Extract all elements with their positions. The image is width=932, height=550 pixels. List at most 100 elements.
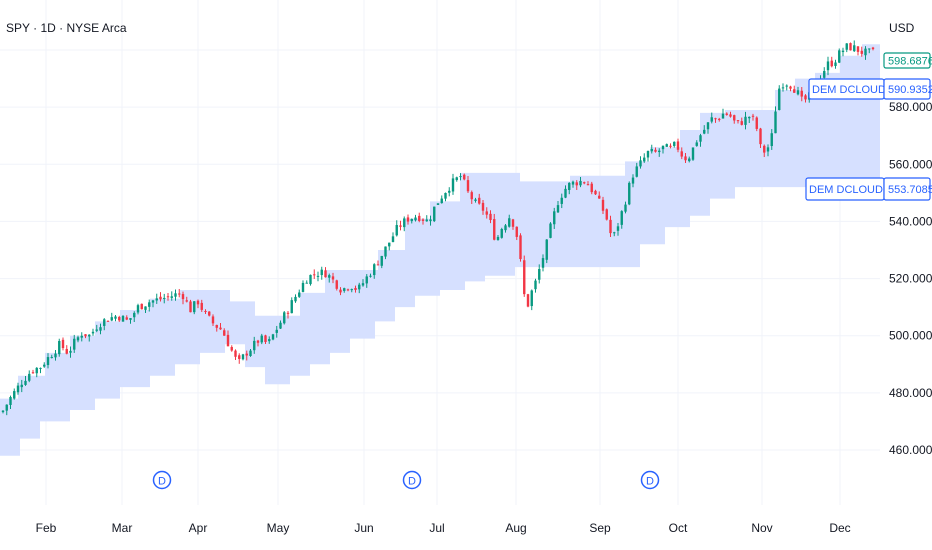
candle-body	[560, 197, 563, 204]
candle-body	[466, 180, 470, 192]
x-tick-label: Apr	[189, 521, 208, 535]
candle-body	[440, 198, 443, 204]
candle-body	[373, 264, 376, 276]
candle-body	[20, 384, 23, 388]
candle-body	[388, 242, 391, 247]
candle-body	[856, 46, 860, 52]
candle-body	[294, 296, 297, 302]
candle-body	[249, 350, 252, 356]
candle-body	[436, 203, 440, 205]
candle-body	[73, 338, 76, 350]
candle-body	[136, 305, 140, 313]
candle-body	[148, 302, 151, 307]
candle-body	[504, 225, 507, 231]
candle-body	[470, 192, 473, 200]
candle-body	[35, 367, 38, 374]
candle-body	[245, 353, 248, 356]
candle-body	[384, 246, 387, 257]
candle-body	[110, 317, 113, 321]
candle-body	[5, 404, 8, 411]
candle-body	[523, 260, 526, 295]
candle-body	[748, 116, 751, 119]
candle-body	[766, 147, 770, 152]
candle-body	[684, 156, 687, 161]
candle-body	[688, 158, 691, 162]
candle-body	[238, 355, 241, 359]
candle-body	[200, 302, 203, 310]
candle-body	[575, 182, 578, 186]
candle-body	[46, 357, 50, 366]
candle-body	[571, 181, 575, 185]
candle-body	[118, 316, 121, 321]
candle-body	[624, 204, 627, 212]
candle-body	[399, 225, 402, 227]
time-axis[interactable]: Feb Mar Apr May Jun Jul Aug Sep Oct Nov Dec	[36, 521, 851, 535]
candle-body	[129, 318, 132, 320]
candle-body	[290, 300, 293, 314]
candle-body	[740, 121, 743, 125]
candle-body	[260, 335, 263, 343]
candle-body	[268, 339, 271, 342]
candle-body	[95, 329, 98, 331]
dividend-marker[interactable]: D	[640, 470, 660, 490]
candle-body	[541, 258, 545, 268]
candle-body	[511, 219, 515, 227]
candle-body	[43, 364, 46, 367]
candle-body	[519, 235, 522, 260]
candle-body	[826, 61, 830, 71]
candle-body	[841, 50, 845, 53]
candle-body	[680, 151, 683, 157]
y-tick-label: 560.00000	[889, 157, 932, 171]
dividend-icon	[152, 470, 172, 490]
series-value-labels: 598.68765 DEM DCLOUD:Upper 590.93520 DEM…	[805, 52, 932, 201]
x-tick-label: May	[267, 521, 290, 535]
candle-body	[24, 380, 27, 385]
candle-body	[283, 312, 286, 324]
dividend-marker[interactable]: D	[152, 470, 172, 490]
candle-body	[226, 334, 230, 347]
candle-body	[789, 86, 792, 89]
candle-body	[155, 298, 158, 301]
candle-body	[763, 145, 766, 153]
candle-body	[500, 229, 503, 238]
candle-body	[58, 340, 61, 355]
candle-body	[751, 115, 755, 117]
candle-body	[594, 190, 597, 195]
candle-body	[99, 327, 102, 331]
candle-body	[223, 330, 226, 336]
candle-body	[380, 255, 383, 266]
candle-body	[253, 340, 256, 351]
candle-body	[830, 60, 833, 67]
candle-body	[189, 301, 192, 313]
candle-body	[121, 315, 125, 322]
candle-body	[39, 367, 42, 369]
price-axis[interactable]: 460.00000 480.00000 500.00000 520.00000 540.…	[889, 100, 932, 457]
candle-body	[61, 339, 65, 349]
candle-body	[590, 183, 593, 193]
last-price-value: 598.68765	[888, 56, 932, 68]
candle-body	[178, 293, 181, 295]
candle-body	[196, 300, 200, 305]
candle-body	[478, 197, 481, 204]
lower-series-value-box	[883, 177, 931, 201]
dividend-marker[interactable]: D	[402, 470, 422, 490]
candle-body	[339, 289, 342, 293]
candle-body	[598, 195, 601, 199]
candle-body	[673, 141, 676, 146]
candle-body	[459, 176, 462, 178]
candle-body	[714, 118, 717, 120]
candle-body	[534, 280, 537, 290]
candle-body	[144, 306, 147, 310]
candle-body	[586, 184, 590, 186]
candle-body	[433, 206, 436, 222]
candle-body	[620, 211, 623, 225]
candle-body	[676, 141, 680, 150]
symbol-title[interactable]: SPY · 1D · NYSE Arca	[6, 21, 127, 35]
candle-body	[665, 144, 668, 147]
x-tick-label: Jul	[429, 521, 444, 535]
candle-body	[354, 287, 357, 290]
candle-body	[864, 48, 867, 56]
candle-body	[1, 410, 5, 413]
candle-body	[391, 236, 395, 242]
